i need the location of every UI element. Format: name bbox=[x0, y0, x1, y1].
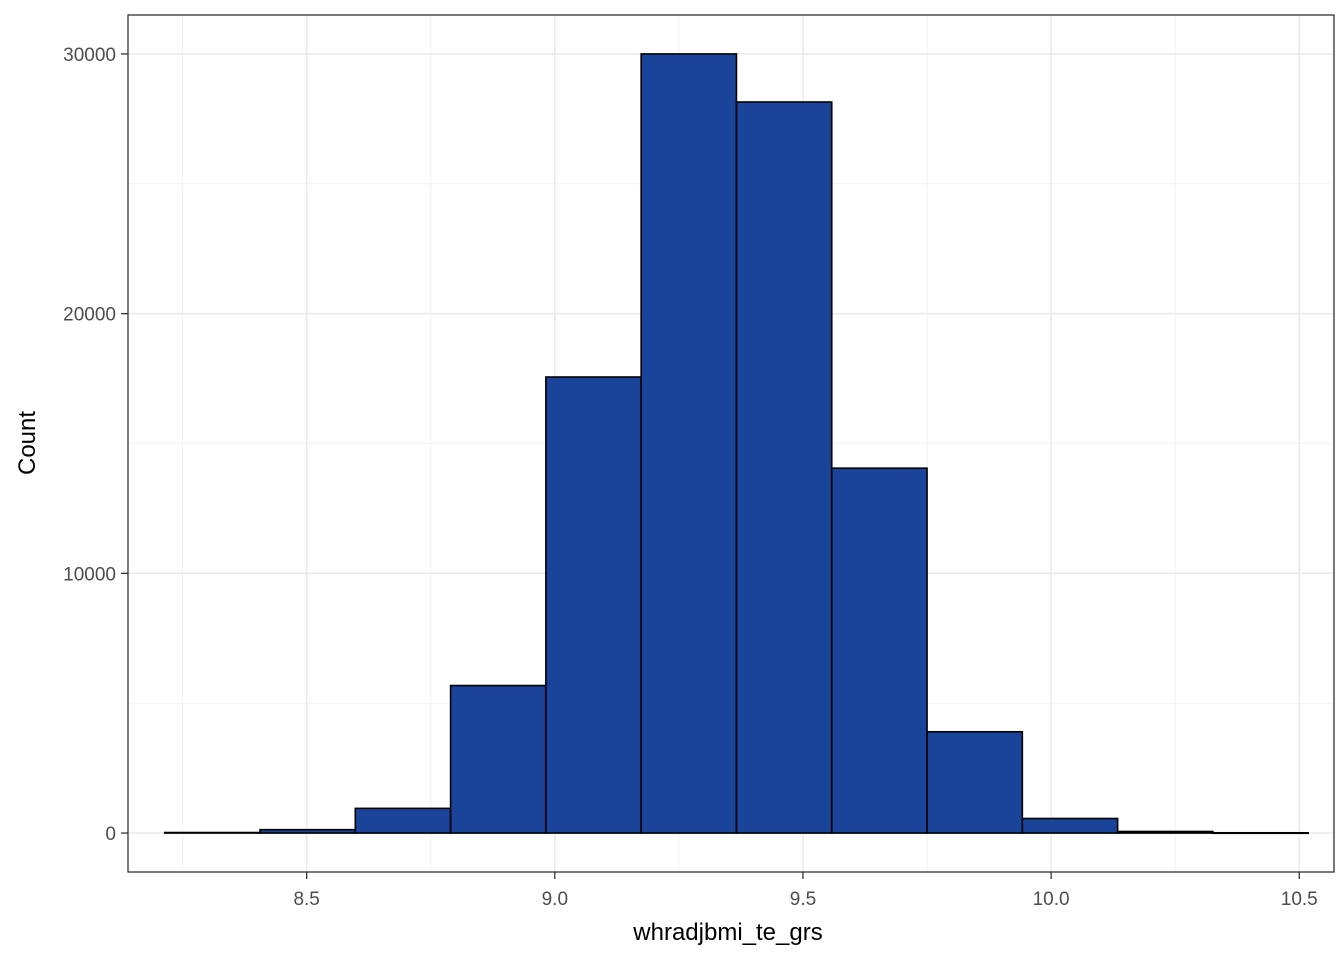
histogram-bar bbox=[735, 101, 833, 834]
x-tick-label: 8.5 bbox=[293, 889, 319, 910]
histogram-bar bbox=[449, 684, 547, 834]
histogram-bar bbox=[1116, 830, 1214, 834]
x-axis-title: whradjbmi_te_grs bbox=[632, 919, 822, 946]
histogram-bar bbox=[354, 807, 452, 834]
y-tick-label: 0 bbox=[105, 824, 116, 845]
histogram-bar bbox=[640, 53, 738, 834]
histogram-bar bbox=[1212, 831, 1309, 835]
y-tick-label: 30000 bbox=[63, 45, 116, 66]
histogram-bar bbox=[926, 730, 1024, 834]
x-axis-ticks: 8.5 9.0 9.5 10.0 10.5 bbox=[293, 872, 1318, 910]
histogram-bar bbox=[830, 467, 928, 834]
y-axis-ticks: 0 10000 20000 30000 bbox=[63, 45, 128, 845]
histogram-bar bbox=[163, 831, 261, 834]
y-tick-label: 10000 bbox=[63, 564, 116, 585]
y-tick-label: 20000 bbox=[63, 305, 116, 326]
y-axis-title: Count bbox=[14, 411, 41, 475]
histogram-bar bbox=[545, 376, 642, 834]
x-tick-label: 9.5 bbox=[790, 889, 816, 910]
x-tick-label: 10.5 bbox=[1281, 889, 1318, 910]
histogram-bar bbox=[259, 828, 357, 834]
histogram-bars bbox=[163, 53, 1309, 835]
x-tick-label: 9.0 bbox=[542, 889, 568, 910]
histogram-bar bbox=[1021, 817, 1119, 834]
plot-border bbox=[127, 14, 1335, 873]
x-tick-label: 10.0 bbox=[1033, 889, 1070, 910]
